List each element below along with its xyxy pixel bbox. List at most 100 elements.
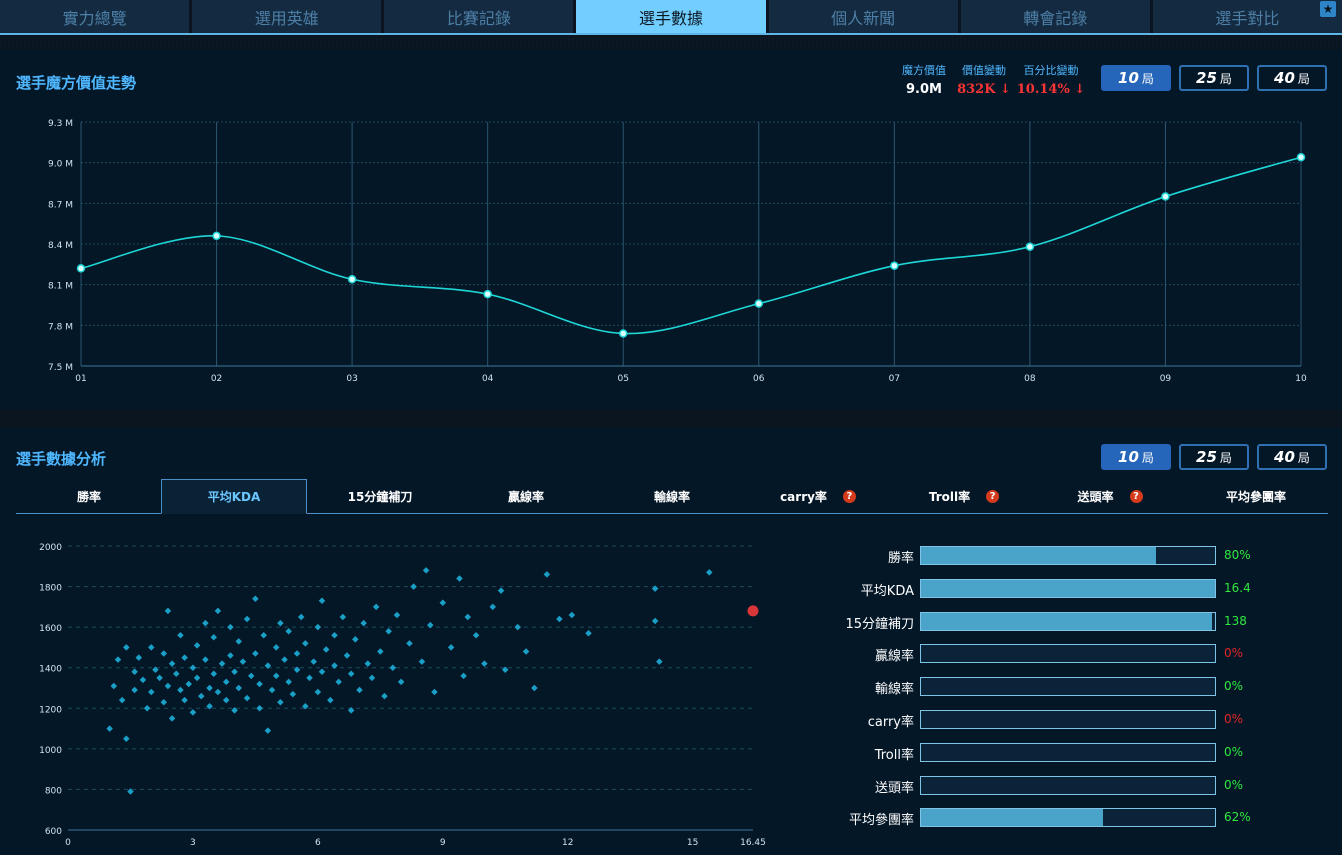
scatter-point[interactable] — [143, 705, 151, 712]
scatter-point[interactable] — [268, 686, 276, 694]
scatter-point[interactable] — [123, 644, 130, 651]
scatter-point[interactable] — [393, 611, 401, 619]
scatter-point[interactable] — [181, 654, 188, 661]
scatter-point[interactable] — [139, 676, 147, 684]
value-point[interactable] — [76, 264, 86, 273]
scatter-point[interactable] — [306, 674, 313, 682]
scatter-point[interactable] — [168, 660, 176, 667]
scatter-point[interactable] — [239, 658, 247, 665]
scatter-point[interactable] — [264, 727, 272, 734]
scatter-point[interactable] — [148, 688, 155, 696]
subtab-2[interactable]: 15分鐘補刀 — [307, 479, 453, 514]
scatter-point[interactable] — [260, 632, 267, 639]
question-icon[interactable]: ? — [986, 490, 1000, 503]
scatter-point[interactable] — [410, 583, 417, 590]
scatter-point[interactable] — [389, 664, 397, 671]
scatter-point[interactable] — [347, 707, 355, 714]
scatter-point[interactable] — [222, 696, 230, 704]
scatter-point[interactable] — [202, 619, 209, 627]
scatter-point[interactable] — [281, 656, 288, 663]
subtab-4[interactable]: 輸線率 — [599, 479, 745, 514]
scatter-point[interactable] — [501, 666, 509, 673]
scatter-point[interactable] — [447, 644, 455, 651]
scatter-point[interactable] — [127, 788, 134, 795]
scatter-point[interactable] — [464, 613, 472, 621]
tab-6[interactable]: 選手對比 — [1152, 0, 1342, 33]
tab-1[interactable]: 選用英雄 — [192, 0, 382, 33]
scatter-point[interactable] — [318, 597, 326, 605]
range-button-40[interactable]: 40 局 — [1257, 444, 1327, 470]
scatter-point[interactable] — [243, 694, 251, 702]
scatter-point[interactable] — [327, 696, 334, 704]
tab-0[interactable]: 實力總覽 — [0, 0, 190, 33]
scatter-point[interactable] — [422, 567, 430, 574]
scatter-point[interactable] — [364, 660, 372, 667]
scatter-point[interactable] — [335, 678, 342, 686]
subtab-8[interactable]: 平均參團率 — [1183, 479, 1329, 514]
scatter-point[interactable] — [277, 619, 284, 627]
scatter-point[interactable] — [256, 680, 263, 688]
scatter-point[interactable] — [568, 611, 576, 619]
player-highlight-point[interactable] — [747, 605, 759, 617]
subtab-6[interactable]: Troll率? — [891, 479, 1037, 514]
scatter-point[interactable] — [168, 715, 176, 722]
scatter-point[interactable] — [164, 682, 172, 690]
question-icon[interactable]: ? — [842, 490, 856, 503]
subtab-3[interactable]: 贏線率 — [453, 479, 599, 514]
scatter-point[interactable] — [297, 613, 305, 621]
range-button-10[interactable]: 10 局 — [1101, 444, 1171, 470]
subtab-0[interactable]: 勝率 — [16, 479, 162, 514]
scatter-point[interactable] — [497, 587, 505, 594]
scatter-point[interactable] — [264, 662, 272, 669]
scatter-point[interactable] — [235, 684, 242, 692]
scatter-point[interactable] — [585, 629, 592, 637]
subtab-7[interactable]: 送頭率? — [1037, 479, 1183, 514]
scatter-point[interactable] — [352, 636, 359, 643]
scatter-point[interactable] — [339, 613, 347, 621]
value-point[interactable] — [483, 289, 492, 299]
scatter-point[interactable] — [331, 632, 338, 639]
scatter-point[interactable] — [706, 569, 713, 576]
scatter-point[interactable] — [256, 705, 263, 712]
tab-3[interactable]: 選手數據 — [576, 0, 766, 33]
scatter-point[interactable] — [397, 678, 405, 686]
scatter-point[interactable] — [218, 660, 226, 667]
scatter-point[interactable] — [227, 623, 234, 631]
scatter-point[interactable] — [460, 672, 467, 680]
scatter-point[interactable] — [456, 575, 463, 582]
scatter-point[interactable] — [302, 640, 309, 647]
scatter-point[interactable] — [156, 674, 163, 682]
scatter-point[interactable] — [302, 703, 309, 710]
scatter-point[interactable] — [543, 571, 551, 578]
scatter-point[interactable] — [556, 615, 563, 623]
value-point[interactable] — [754, 299, 764, 308]
scatter-point[interactable] — [481, 660, 488, 667]
range-button-25[interactable]: 25 局 — [1179, 444, 1249, 470]
scatter-point[interactable] — [177, 686, 184, 694]
scatter-point[interactable] — [222, 678, 230, 686]
scatter-point[interactable] — [285, 678, 292, 686]
scatter-point[interactable] — [656, 658, 663, 665]
scatter-point[interactable] — [131, 686, 138, 694]
scatter-point[interactable] — [293, 650, 301, 657]
scatter-point[interactable] — [277, 698, 284, 706]
scatter-point[interactable] — [531, 684, 538, 692]
scatter-point[interactable] — [235, 638, 242, 645]
scatter-point[interactable] — [439, 599, 447, 607]
range-button-40[interactable]: 40 局 — [1257, 65, 1327, 91]
scatter-point[interactable] — [381, 692, 388, 700]
scatter-point[interactable] — [247, 672, 255, 680]
scatter-point[interactable] — [231, 668, 238, 676]
scatter-point[interactable] — [173, 670, 180, 678]
scatter-point[interactable] — [185, 680, 193, 688]
tab-2[interactable]: 比賽記錄 — [384, 0, 574, 33]
scatter-point[interactable] — [214, 607, 222, 615]
scatter-point[interactable] — [310, 658, 317, 665]
scatter-point[interactable] — [431, 688, 438, 696]
scatter-point[interactable] — [285, 627, 292, 635]
value-point[interactable] — [890, 261, 899, 270]
value-point[interactable] — [1161, 192, 1170, 201]
scatter-point[interactable] — [164, 607, 172, 615]
subtab-5[interactable]: carry率? — [745, 479, 891, 514]
scatter-point[interactable] — [252, 650, 259, 657]
